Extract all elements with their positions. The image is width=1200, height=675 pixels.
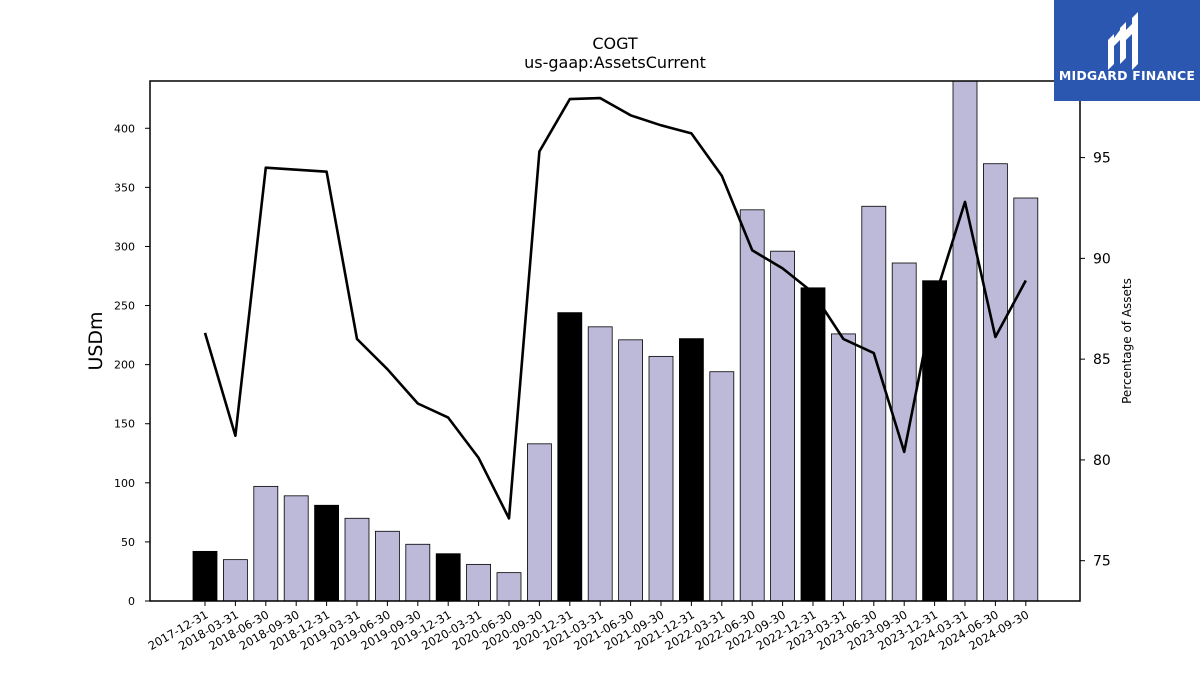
bar-2019-09-30 [405, 543, 431, 602]
bar-2022-09-30 [770, 250, 795, 602]
y2-tick-label: 90 [1093, 251, 1111, 267]
bar-2018-06-30 [253, 485, 279, 602]
bar-2020-06-30 [496, 572, 522, 602]
percentage-line [203, 96, 1027, 520]
bar-2023-09-30 [891, 262, 917, 602]
y-tick-label: 100 [114, 477, 135, 490]
bar-2021-12-31 [679, 338, 704, 602]
bar-2022-06-30 [739, 209, 765, 602]
bar-2020-03-31 [466, 563, 492, 602]
bar-2023-06-30 [861, 205, 887, 602]
bar-2024-06-30 [983, 163, 1008, 602]
right-axis-ticks: 75 80 85 90 95 [1080, 151, 1111, 570]
logo-mark-icon [1108, 12, 1138, 70]
bar-2019-03-31 [344, 517, 370, 602]
y-tick-label: 0 [128, 595, 135, 608]
bar-2022-12-31 [800, 287, 826, 602]
y2-tick-label: 75 [1093, 554, 1111, 570]
y-tick-label: 250 [114, 300, 135, 313]
bar-2017-12-31 [192, 550, 218, 602]
y2-tick-label: 80 [1093, 453, 1111, 469]
bar-2023-12-31 [922, 280, 947, 602]
bar-2021-06-30 [618, 339, 643, 602]
y2-axis-label: Percentage of Assets [1120, 278, 1134, 404]
y-tick-label: 300 [114, 240, 135, 253]
bar-2024-09-30 [1013, 197, 1039, 602]
y-tick-label: 50 [121, 536, 135, 549]
x-axis-ticks: 2017-12-312018-03-312018-06-302018-09-30… [146, 601, 1031, 653]
y2-tick-label: 85 [1093, 352, 1111, 368]
y-tick-label: 150 [114, 418, 135, 431]
bar-2018-12-31 [314, 504, 340, 602]
plot-frame [149, 80, 1081, 602]
chart-title: COGT [592, 34, 638, 53]
bar-2018-09-30 [283, 495, 309, 602]
left-axis-ticks: 0 50 100 150 200 250 300 350 400 [114, 122, 150, 608]
bar-2020-12-31 [557, 312, 583, 602]
midgard-finance-logo: MIDGARD FINANCE [1054, 0, 1200, 101]
bar-2021-03-31 [587, 326, 613, 602]
bar-series [192, 80, 1039, 602]
y-tick-label: 350 [114, 181, 135, 194]
chart-subtitle: us-gaap:AssetsCurrent [524, 53, 706, 72]
logo-text: MIDGARD FINANCE [1058, 68, 1196, 83]
bar-2019-12-31 [435, 553, 461, 602]
y-tick-label: 200 [114, 359, 135, 372]
bar-2023-03-31 [831, 333, 856, 602]
y-axis-label: USDm [85, 311, 107, 370]
bar-2021-09-30 [648, 355, 674, 602]
line-series [203, 96, 1027, 520]
bar-2022-03-31 [709, 371, 735, 602]
y2-tick-label: 95 [1093, 151, 1111, 167]
bar-2024-03-31 [952, 80, 978, 602]
bar-2018-03-31 [222, 559, 248, 602]
bar-2019-06-30 [374, 530, 400, 602]
bar-2020-09-30 [527, 443, 552, 602]
y-tick-label: 400 [114, 122, 135, 135]
